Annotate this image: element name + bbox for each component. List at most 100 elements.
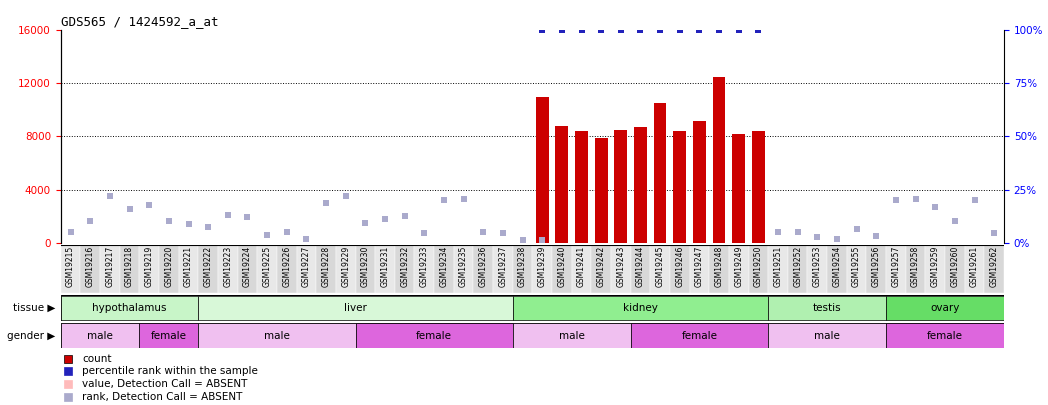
Text: percentile rank within the sample: percentile rank within the sample — [82, 367, 258, 376]
Text: GSM19244: GSM19244 — [636, 246, 645, 288]
Text: male: male — [87, 330, 113, 341]
Text: GSM19227: GSM19227 — [302, 246, 311, 287]
Text: tissue ▶: tissue ▶ — [14, 303, 56, 313]
Bar — [218, 245, 238, 293]
Text: GSM19238: GSM19238 — [518, 246, 527, 287]
Bar — [355, 323, 512, 348]
Bar — [847, 245, 867, 293]
Bar — [512, 245, 532, 293]
Bar — [631, 245, 650, 293]
Text: GSM19234: GSM19234 — [439, 246, 449, 288]
Text: GSM19254: GSM19254 — [832, 246, 842, 288]
Text: GSM19228: GSM19228 — [322, 246, 330, 287]
Bar — [434, 245, 454, 293]
Bar — [198, 245, 218, 293]
Bar — [375, 245, 395, 293]
Text: GSM19247: GSM19247 — [695, 246, 704, 288]
Bar — [139, 323, 198, 348]
Text: GSM19258: GSM19258 — [911, 246, 920, 287]
Text: GDS565 / 1424592_a_at: GDS565 / 1424592_a_at — [61, 15, 218, 28]
Bar — [552, 245, 572, 293]
Text: GSM19218: GSM19218 — [125, 246, 134, 287]
Text: GSM19225: GSM19225 — [263, 246, 271, 287]
Bar — [945, 245, 964, 293]
Bar — [198, 323, 355, 348]
Text: gender ▶: gender ▶ — [7, 330, 56, 341]
Bar — [733, 134, 745, 243]
Bar — [614, 130, 627, 243]
Bar — [316, 245, 335, 293]
Text: male: male — [264, 330, 290, 341]
Text: GSM19261: GSM19261 — [970, 246, 979, 287]
Text: GSM19237: GSM19237 — [499, 246, 507, 288]
Text: GSM19230: GSM19230 — [361, 246, 370, 288]
Bar — [536, 97, 548, 243]
Bar — [867, 245, 886, 293]
Text: GSM19255: GSM19255 — [852, 246, 861, 288]
Bar — [258, 245, 277, 293]
Text: GSM19256: GSM19256 — [872, 246, 880, 288]
Text: rank, Detection Call = ABSENT: rank, Detection Call = ABSENT — [82, 392, 242, 402]
Bar — [238, 245, 258, 293]
Bar — [674, 131, 686, 243]
Text: GSM19217: GSM19217 — [106, 246, 114, 287]
Text: GSM19241: GSM19241 — [577, 246, 586, 287]
Bar — [654, 103, 667, 243]
Bar — [591, 245, 611, 293]
Text: GSM19242: GSM19242 — [596, 246, 606, 287]
Text: GSM19229: GSM19229 — [342, 246, 350, 287]
Bar — [532, 245, 552, 293]
Text: liver: liver — [344, 303, 367, 313]
Bar — [886, 296, 1004, 320]
Bar — [575, 131, 588, 243]
Text: male: male — [814, 330, 840, 341]
Bar — [886, 245, 905, 293]
Text: GSM19231: GSM19231 — [380, 246, 390, 287]
Bar — [984, 245, 1004, 293]
Text: hypothalamus: hypothalamus — [92, 303, 167, 313]
Bar — [355, 245, 375, 293]
Bar — [415, 245, 434, 293]
Bar — [690, 245, 709, 293]
Bar — [752, 131, 765, 243]
Text: GSM19224: GSM19224 — [243, 246, 252, 287]
Bar — [964, 245, 984, 293]
Text: GSM19240: GSM19240 — [558, 246, 566, 288]
Text: GSM19259: GSM19259 — [931, 246, 940, 288]
Text: female: female — [681, 330, 718, 341]
Bar — [395, 245, 414, 293]
Bar — [474, 245, 493, 293]
Text: value, Detection Call = ABSENT: value, Detection Call = ABSENT — [82, 379, 247, 389]
Bar — [827, 245, 847, 293]
Bar — [905, 245, 925, 293]
Bar — [81, 245, 101, 293]
Bar — [61, 245, 81, 293]
Text: GSM19250: GSM19250 — [754, 246, 763, 288]
Bar — [572, 245, 591, 293]
Bar — [335, 245, 355, 293]
Text: female: female — [927, 330, 963, 341]
Bar — [454, 245, 474, 293]
Bar — [512, 323, 631, 348]
Bar — [101, 245, 119, 293]
Bar — [788, 245, 807, 293]
Bar — [119, 245, 139, 293]
Text: GSM19257: GSM19257 — [892, 246, 900, 288]
Text: GSM19245: GSM19245 — [656, 246, 664, 288]
Text: GSM19221: GSM19221 — [184, 246, 193, 287]
Text: GSM19219: GSM19219 — [145, 246, 154, 287]
Bar — [277, 245, 297, 293]
Text: ovary: ovary — [931, 303, 960, 313]
Text: GSM19246: GSM19246 — [675, 246, 684, 288]
Bar — [297, 245, 316, 293]
Bar — [631, 323, 768, 348]
Bar — [768, 296, 886, 320]
Text: count: count — [82, 354, 111, 364]
Bar — [886, 323, 1004, 348]
Bar — [768, 245, 788, 293]
Text: GSM19226: GSM19226 — [282, 246, 291, 287]
Text: GSM19260: GSM19260 — [951, 246, 959, 288]
Text: kidney: kidney — [623, 303, 658, 313]
Text: GSM19248: GSM19248 — [715, 246, 723, 287]
Text: GSM19262: GSM19262 — [989, 246, 999, 287]
